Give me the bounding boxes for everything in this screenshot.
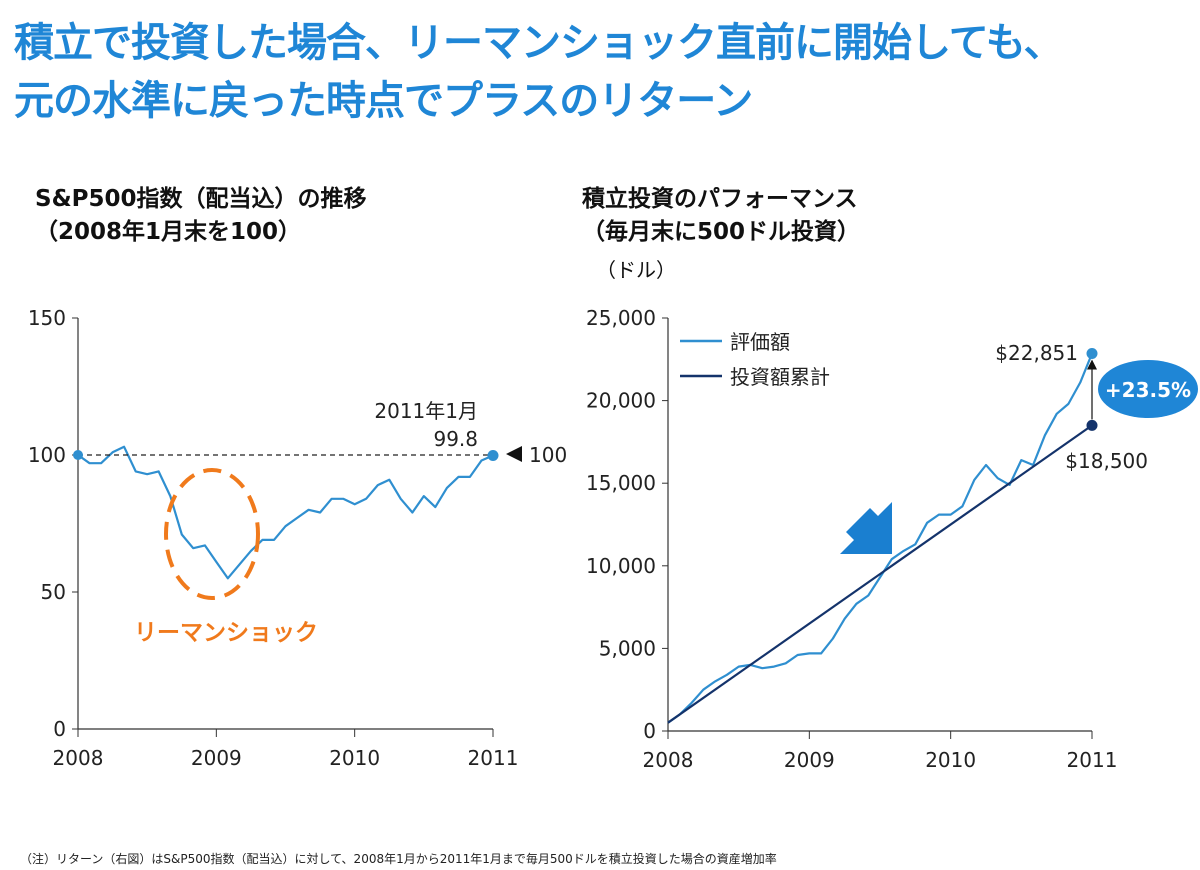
left-chart-title: S&P500指数（配当込）の推移 （2008年1月末を100）: [35, 183, 367, 249]
x-tick-label: 2009: [191, 746, 242, 770]
crossover-arrow-icon: [840, 502, 892, 554]
y-tick-label: 20,000: [586, 389, 656, 413]
y-tick-label: 15,000: [586, 471, 656, 495]
x-tick-label: 2010: [329, 746, 380, 770]
right-chart-title: 積立投資のパフォーマンス （毎月末に500ドル投資）: [582, 183, 860, 249]
series-line-1: [667, 353, 1094, 724]
legend-label-investment: 投資額累計: [730, 365, 830, 389]
x-tick-label: 2009: [784, 748, 835, 772]
return-badge-label: +23.5%: [1105, 378, 1191, 402]
x-tick-label: 2010: [925, 748, 976, 772]
y-tick-label: 10,000: [586, 554, 656, 578]
legend-label-valuation: 評価額: [730, 330, 790, 354]
y-tick-label: 50: [41, 580, 66, 604]
title-line-2: 元の水準に戻った時点でプラスのリターン: [14, 78, 753, 124]
valuation-end-label: $22,851: [995, 341, 1078, 365]
endpoint-date-label: 2011年1月: [374, 399, 478, 423]
valuation-end-point: [1086, 348, 1098, 360]
lehman-shock-label: リーマンショック: [134, 620, 318, 646]
page-title: 積立で投資した場合、リーマンショック直前に開始しても、 元の水準に戻った時点でプ…: [14, 14, 1194, 130]
y-tick-label: 100: [28, 443, 66, 467]
end-point: [487, 450, 499, 462]
y-tick-label: 25,000: [586, 306, 656, 330]
investment-end-label: $18,500: [1065, 449, 1148, 473]
left-chart-title-line-1: S&P500指数（配当込）の推移: [35, 186, 367, 212]
series-line-1: [77, 445, 494, 580]
x-tick-label: 2008: [53, 746, 104, 770]
right-chart-unit: （ドル）: [596, 258, 676, 282]
gain-arrow-icon: [1087, 359, 1097, 370]
y-tick-label: 150: [28, 306, 66, 330]
footnote: （注）リターン（右図）はS&P500指数（配当込）に対して、2008年1月から2…: [20, 852, 777, 866]
return-badge: [1098, 360, 1198, 418]
y-tick-label: 5,000: [599, 636, 656, 660]
x-tick-label: 2011: [468, 746, 519, 770]
investment-end-point: [1086, 419, 1098, 431]
reference-arrow-icon: [506, 446, 522, 462]
right-chart-title-line-2: （毎月末に500ドル投資）: [582, 219, 861, 245]
x-tick-label: 2011: [1067, 748, 1118, 772]
lehman-highlight-ellipse: [164, 468, 260, 600]
endpoint-value-label: 99.8: [433, 427, 478, 451]
series-line-2: [667, 424, 1093, 724]
start-point: [73, 450, 83, 460]
right-chart-title-line-1: 積立投資のパフォーマンス: [582, 186, 858, 212]
title-line-1: 積立で投資した場合、リーマンショック直前に開始しても、: [14, 20, 1064, 66]
y-tick-label: 0: [643, 719, 656, 743]
y-tick-label: 0: [53, 717, 66, 741]
left-chart-title-line-2: （2008年1月末を100）: [35, 219, 302, 245]
x-tick-label: 2008: [643, 748, 694, 772]
reference-value-label: 100: [529, 443, 567, 467]
